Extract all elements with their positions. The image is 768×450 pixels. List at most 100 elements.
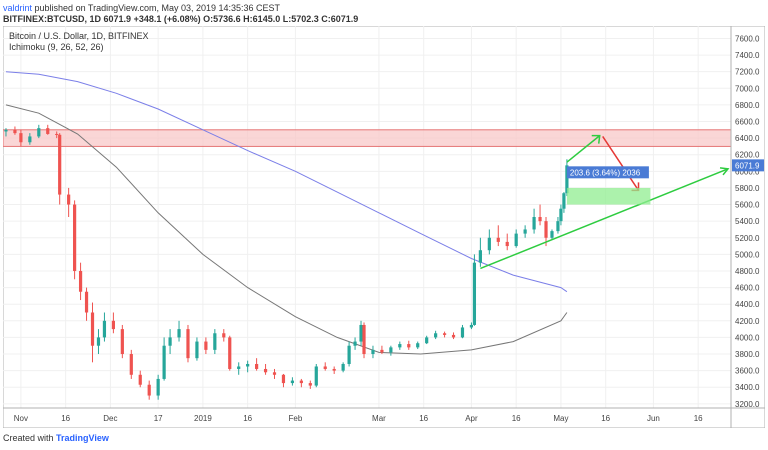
candle	[380, 345, 384, 355]
time-axis[interactable]: Nov 16 Dec 17 2019 16 Feb Mar 16 Apr 16 May 16 Jun 16	[3, 407, 765, 423]
candle-body	[407, 344, 411, 348]
candle-body	[380, 349, 384, 353]
candle	[562, 192, 566, 213]
candle	[478, 237, 482, 267]
ma-gray-line	[5, 104, 568, 355]
candle-body	[371, 349, 375, 355]
candle-body	[425, 337, 429, 344]
candle	[281, 373, 286, 388]
candle	[308, 380, 312, 389]
published-text: published on TradingView.com, May 03, 20…	[34, 3, 281, 13]
candle	[78, 262, 83, 301]
time-tick-label: 16	[694, 414, 703, 423]
candle	[389, 345, 393, 356]
time-tick-label: May	[553, 414, 568, 423]
candle	[67, 187, 71, 217]
candle-body	[514, 233, 518, 247]
time-tick-label: Mar	[372, 414, 386, 423]
candle	[195, 337, 199, 361]
price-tick-label: 4800.0	[735, 267, 760, 276]
candle-body	[308, 383, 312, 386]
candle	[487, 229, 491, 255]
tradingview-logo[interactable]: TradingView	[56, 433, 109, 443]
candle	[550, 229, 554, 240]
candle	[532, 208, 536, 234]
candle-body	[332, 368, 336, 371]
candle	[514, 229, 518, 248]
candle	[538, 204, 542, 226]
resistance-zone[interactable]	[3, 129, 732, 147]
time-tick-label: 16	[419, 414, 428, 423]
price-tick-label: 6000.0	[735, 167, 760, 176]
author-link[interactable]: valdrint	[3, 3, 33, 13]
candle-body	[341, 363, 345, 371]
price-chart[interactable]: 203.6 (3.64%) 2036 7600.0 7400.0 7200.0 700…	[3, 26, 765, 428]
price-axis[interactable]: 7600.0 7400.0 7200.0 7000.0 6800.0 6600.0 6400…	[730, 26, 764, 428]
time-tick-label: 16	[601, 414, 610, 423]
candle-body	[78, 270, 83, 292]
candle-body	[272, 372, 277, 375]
candle	[332, 366, 336, 374]
symbol-label: BITFINEX:BTCUSD, 1D	[3, 14, 102, 24]
price-tick-label: 5400.0	[735, 217, 760, 226]
drawing-annotations[interactable]: 203.6 (3.64%) 2036	[480, 134, 730, 270]
price-change: 6071.9 +348.1 (+6.08%)	[104, 14, 204, 24]
candle	[90, 302, 95, 363]
candle	[460, 324, 465, 339]
candle-body	[222, 333, 226, 338]
candle-body	[416, 343, 420, 348]
last-price-label: 6071.9	[735, 161, 760, 170]
moving-average-lines	[5, 71, 568, 355]
candle-body	[565, 165, 569, 194]
candle	[353, 337, 357, 350]
candle	[442, 331, 447, 338]
down-target-arrow	[602, 136, 640, 191]
candle	[222, 329, 226, 342]
candle-body	[213, 333, 217, 350]
candle-body	[246, 363, 250, 367]
time-tick-label: Jun	[647, 414, 660, 423]
candle	[523, 225, 527, 238]
candle-body	[13, 129, 17, 134]
indicator-label: Ichimoku (9, 26, 52, 26)	[9, 42, 104, 52]
candle	[362, 322, 366, 359]
candle	[299, 378, 303, 388]
candle-body	[147, 384, 151, 396]
candle	[138, 370, 142, 388]
candle	[58, 133, 62, 205]
candle-body	[362, 324, 366, 355]
candle	[177, 320, 181, 342]
candle	[425, 335, 429, 345]
time-tick-label: Apr	[465, 414, 478, 423]
candle-body	[487, 237, 491, 251]
candle-body	[255, 363, 259, 369]
candle	[544, 217, 548, 247]
candle-body	[281, 374, 286, 384]
candle	[255, 358, 259, 371]
price-tick-label: 4000.0	[735, 333, 760, 342]
candle-body	[58, 134, 62, 195]
candle-body	[472, 262, 477, 325]
candle	[37, 124, 41, 139]
candle-body	[359, 324, 363, 342]
price-tick-label: 6200.0	[735, 151, 760, 160]
price-tick-label: 7400.0	[735, 51, 760, 60]
candle-body	[451, 334, 456, 338]
candle-body	[556, 221, 560, 232]
candle-body	[168, 337, 172, 346]
candle	[469, 322, 474, 330]
candle-body	[46, 128, 50, 134]
price-tick-label: 4200.0	[735, 317, 760, 326]
candle	[147, 380, 151, 400]
candle-body	[314, 366, 318, 386]
candle	[28, 133, 32, 145]
candle-body	[299, 380, 303, 384]
candle-body	[237, 366, 241, 369]
ohlc-values: O:5736.6 H:6145.0 L:5702.3 C:6071.9	[203, 14, 359, 24]
open-price: 6071.9	[103, 14, 132, 24]
price-tick-label: 3400.0	[735, 383, 760, 392]
price-tick-label: 4600.0	[735, 284, 760, 293]
candle-body	[162, 345, 166, 379]
candle-body	[353, 341, 357, 346]
candle	[434, 330, 438, 340]
